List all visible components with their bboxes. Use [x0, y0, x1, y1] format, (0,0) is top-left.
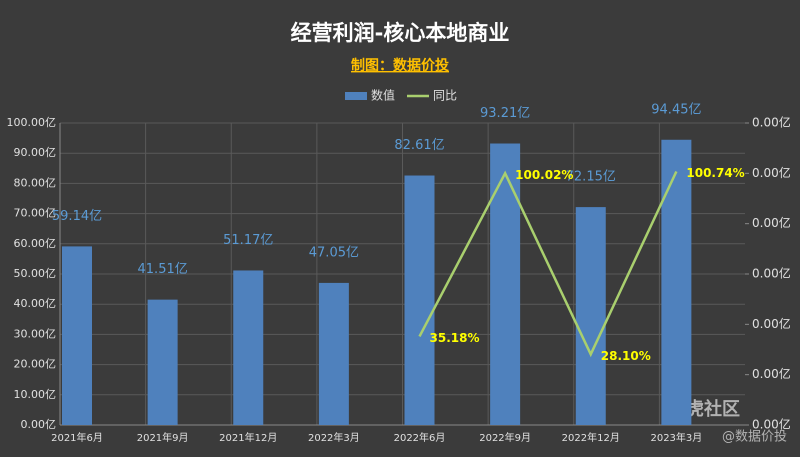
line [418, 170, 678, 358]
bar-value-label: 41.51亿 [138, 262, 188, 277]
bar-value-label: 72.15亿 [566, 170, 616, 185]
bar [147, 299, 178, 425]
y-tick-label: 50.00亿 [14, 267, 57, 280]
x-tick-label: 2021年6月 [51, 431, 103, 444]
y-tick-label: 10.00亿 [14, 388, 57, 401]
legend-swatch [345, 92, 367, 100]
bar [233, 270, 264, 425]
x-tick-label: 2021年9月 [137, 431, 189, 444]
bar-value-label: 82.61亿 [394, 138, 444, 153]
bar [490, 143, 521, 425]
y-tick-label: 0.00亿 [21, 418, 57, 431]
y2-tick-label: 0.00亿 [752, 266, 791, 281]
y2-tick-label: 0.00亿 [752, 115, 791, 130]
bar [62, 246, 92, 425]
y2-tick-label: 0.00亿 [752, 215, 791, 230]
bar-value-label: 94.45亿 [651, 102, 701, 117]
x-tick-label: 2022年9月 [479, 431, 531, 444]
chart-title: 经营利润-核心本地商业 [291, 21, 510, 45]
y2-tick-label: 0.00亿 [752, 316, 791, 331]
bar [404, 175, 435, 425]
line-value-label: 28.10% [601, 349, 651, 363]
x-tick-label: 2022年3月 [308, 431, 360, 444]
chart-subtitle: 制图：数据价投 [351, 57, 449, 74]
y-tick-label: 100.00亿 [7, 116, 57, 129]
bar [318, 282, 349, 425]
bar-value-label: 59.14亿 [52, 209, 102, 224]
bar-value-label: 47.05亿 [309, 245, 359, 260]
watermark: @数据价投 [722, 429, 787, 445]
x-tick-label: 2022年12月 [562, 431, 620, 444]
y2-tick-label: 0.00亿 [752, 366, 791, 381]
y-tick-label: 40.00亿 [14, 297, 57, 310]
x-tick-label: 2021年12月 [219, 431, 277, 444]
bar-value-label: 93.21亿 [480, 106, 530, 121]
legend-label: 数值 [371, 88, 395, 103]
y-tick-label: 30.00亿 [14, 327, 57, 340]
line-value-label: 35.18% [430, 331, 480, 345]
y-tick-label: 60.00亿 [14, 237, 57, 250]
x-tick-label: 2022年6月 [394, 431, 446, 444]
y2-tick-label: 0.00亿 [752, 165, 791, 180]
bar [575, 207, 606, 425]
line-value-label: 100.02% [515, 168, 573, 182]
y2-tick-label: 0.00亿 [752, 417, 791, 432]
line-value-label: 100.74% [686, 166, 744, 180]
y-tick-label: 70.00亿 [14, 207, 57, 220]
y-tick-label: 80.00亿 [14, 176, 57, 189]
x-tick-label: 2023年3月 [650, 431, 702, 444]
bar-value-label: 51.17亿 [223, 233, 273, 248]
bar [661, 139, 692, 426]
y-tick-label: 90.00亿 [14, 146, 57, 159]
legend-label: 同比 [433, 89, 457, 103]
y-tick-label: 20.00亿 [14, 358, 57, 371]
